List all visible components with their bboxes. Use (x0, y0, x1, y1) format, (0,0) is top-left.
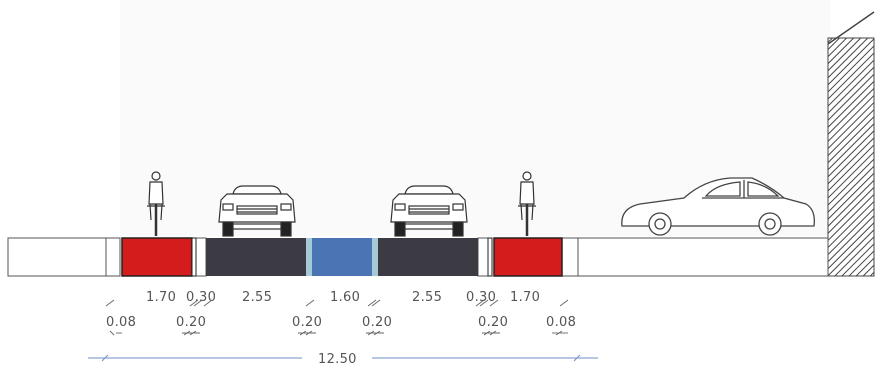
left-buffer-white (195, 237, 207, 277)
car-side-icon (621, 177, 815, 236)
car-front-icon (218, 185, 296, 237)
dim-lane-left: 2.55 (242, 290, 272, 305)
total-tick-right (573, 354, 581, 362)
median-strip-right (372, 238, 378, 276)
car-front-icon (390, 185, 468, 237)
dim-lane-right: 2.55 (412, 290, 442, 305)
cyclist-icon (147, 171, 165, 236)
dim-median-strip-left: 0.20 (292, 315, 322, 330)
separator-right (487, 237, 493, 277)
hatched-wall (827, 37, 875, 277)
dim-buffer-right: 0.30 (466, 290, 496, 305)
dim-median-strip-right: 0.20 (362, 315, 392, 330)
dim-sep-left: 0.20 (176, 315, 206, 330)
dim-median: 1.60 (330, 290, 360, 305)
separator-left (191, 237, 197, 277)
tick-marks-row-2 (109, 330, 568, 336)
right-sidewalk-parking (577, 237, 829, 277)
dim-edge-left: 0.08 (106, 315, 136, 330)
tick-marks-row-1 (105, 299, 569, 307)
dim-cycle-right: 1.70 (510, 290, 540, 305)
dim-buffer-left: 0.30 (186, 290, 216, 305)
car-lane-left (206, 238, 306, 276)
cycle-lane-left (121, 237, 193, 277)
median (312, 238, 372, 276)
dim-total: 12.50 (318, 352, 357, 367)
right-buffer-white (477, 237, 489, 277)
left-edge-strip (105, 237, 121, 277)
car-lane-right (378, 238, 478, 276)
dim-sep-right: 0.20 (478, 315, 508, 330)
cyclist-icon (518, 171, 536, 236)
cycle-lane-right (493, 237, 563, 277)
dim-cycle-left: 1.70 (146, 290, 176, 305)
dim-edge-right: 0.08 (546, 315, 576, 330)
total-tick-left (101, 354, 109, 362)
road-surface (7, 237, 829, 277)
wall-top-edge (827, 11, 875, 45)
left-sidewalk (7, 237, 107, 277)
right-curb-strip (561, 237, 579, 277)
median-strip-left (306, 238, 312, 276)
